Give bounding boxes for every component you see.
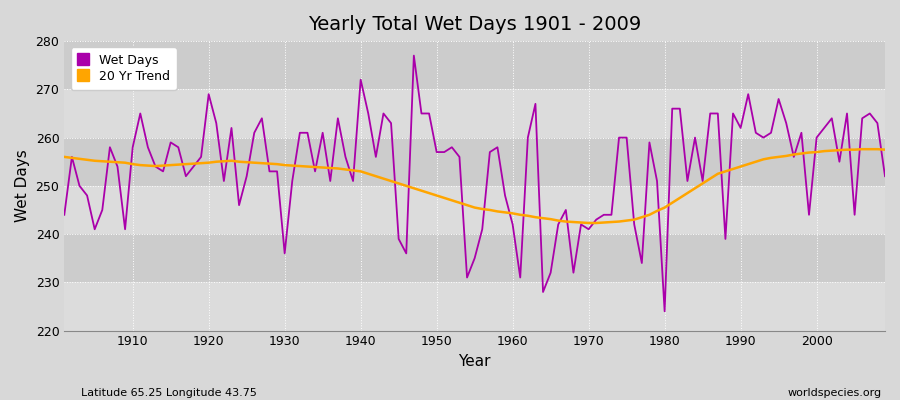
Y-axis label: Wet Days: Wet Days bbox=[15, 150, 30, 222]
X-axis label: Year: Year bbox=[458, 354, 491, 369]
Bar bbox=[64, 41, 885, 89]
Text: Latitude 65.25 Longitude 43.75: Latitude 65.25 Longitude 43.75 bbox=[81, 388, 256, 398]
Wet Days bbox=[606, 212, 616, 217]
Wet Days bbox=[508, 222, 518, 227]
20 Yr Trend bbox=[583, 220, 594, 225]
20 Yr Trend bbox=[508, 211, 518, 216]
Bar bbox=[64, 138, 885, 186]
20 Yr Trend bbox=[332, 166, 343, 171]
Wet Days bbox=[287, 179, 298, 184]
Legend: Wet Days, 20 Yr Trend: Wet Days, 20 Yr Trend bbox=[70, 47, 176, 90]
Wet Days bbox=[659, 309, 670, 314]
20 Yr Trend bbox=[500, 210, 510, 215]
20 Yr Trend bbox=[287, 163, 298, 168]
Line: Wet Days: Wet Days bbox=[64, 56, 885, 311]
Line: 20 Yr Trend: 20 Yr Trend bbox=[64, 149, 885, 223]
Bar bbox=[64, 282, 885, 330]
20 Yr Trend bbox=[606, 220, 616, 224]
Bar bbox=[64, 186, 885, 234]
Wet Days bbox=[120, 227, 130, 232]
Wet Days bbox=[409, 53, 419, 58]
Wet Days bbox=[515, 275, 526, 280]
Title: Yearly Total Wet Days 1901 - 2009: Yearly Total Wet Days 1901 - 2009 bbox=[308, 15, 642, 34]
20 Yr Trend bbox=[120, 160, 130, 165]
Wet Days bbox=[332, 116, 343, 121]
Bar bbox=[64, 234, 885, 282]
Text: worldspecies.org: worldspecies.org bbox=[788, 388, 882, 398]
20 Yr Trend bbox=[58, 154, 69, 159]
Bar bbox=[64, 89, 885, 138]
Wet Days bbox=[58, 212, 69, 217]
Wet Days bbox=[879, 174, 890, 178]
20 Yr Trend bbox=[879, 147, 890, 152]
20 Yr Trend bbox=[857, 147, 868, 152]
